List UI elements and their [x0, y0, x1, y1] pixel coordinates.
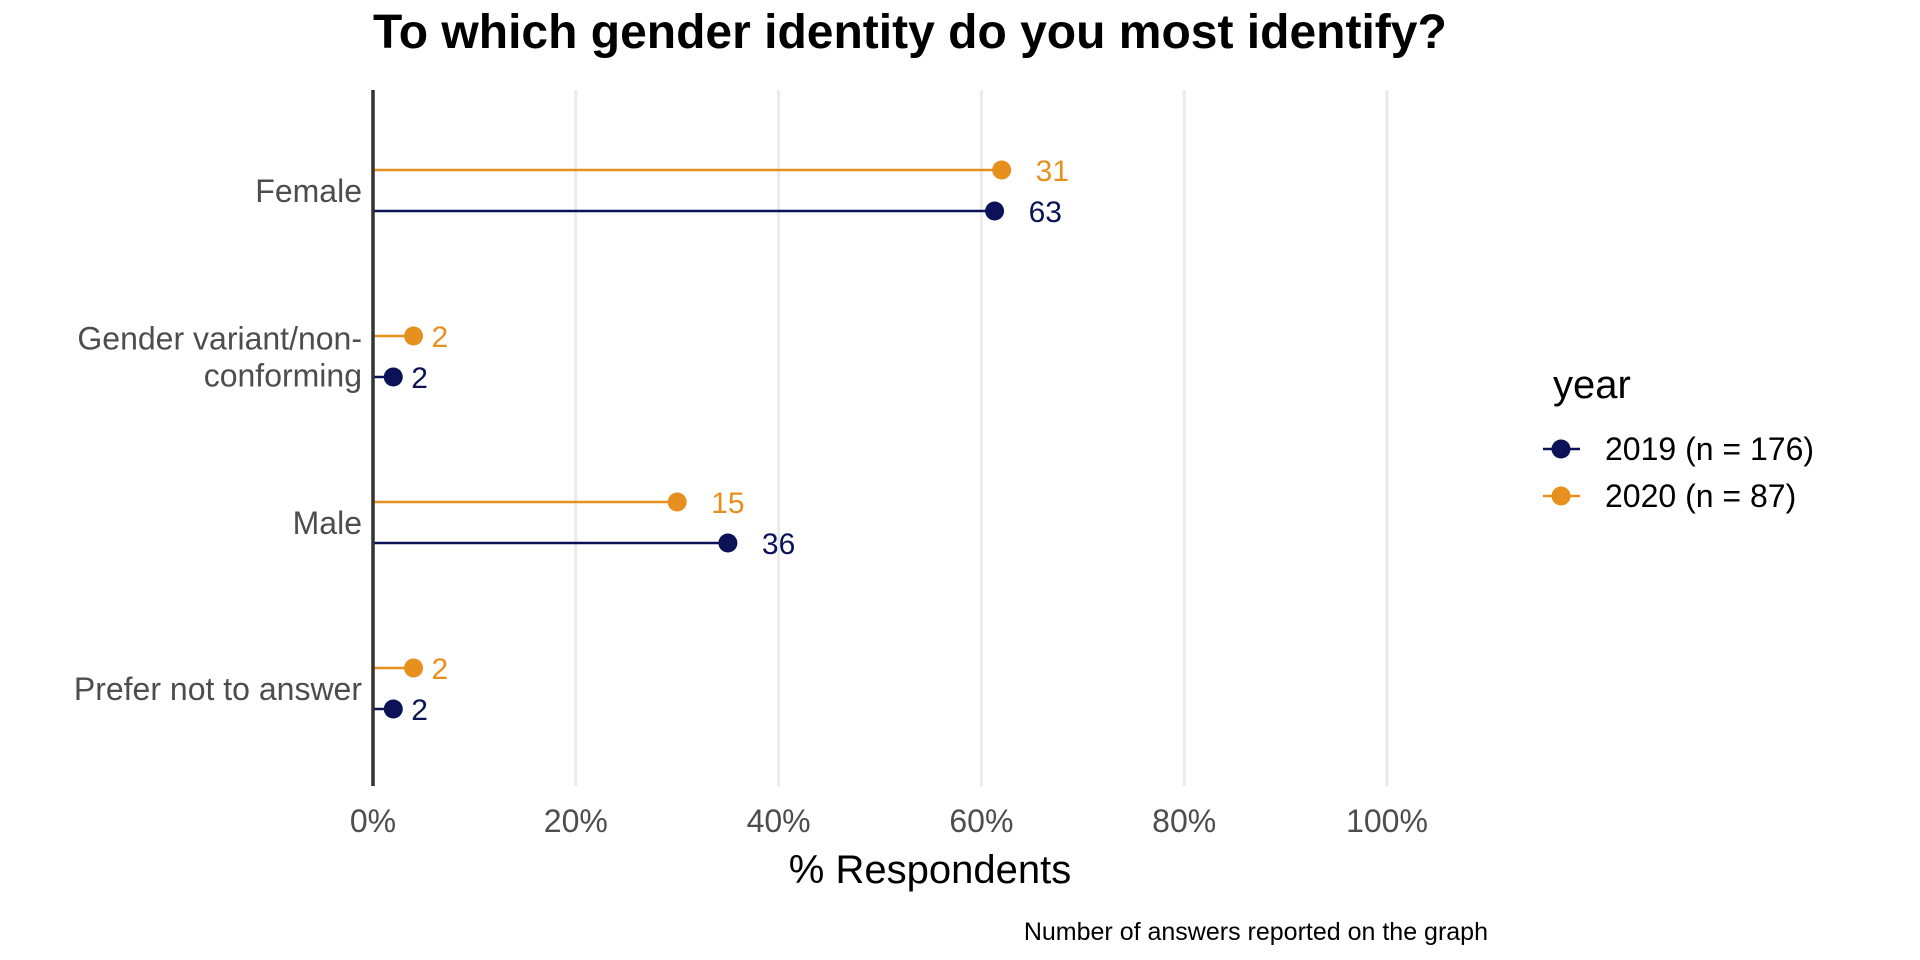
data-label: 15	[711, 487, 744, 520]
data-label: 31	[1036, 155, 1069, 188]
x-tick-label: 20%	[544, 803, 608, 839]
category-label: Male	[293, 505, 362, 541]
x-axis-title: % Respondents	[789, 848, 1071, 892]
lollipop-point	[404, 658, 424, 678]
lollipop-point	[718, 533, 738, 553]
data-label: 2	[432, 653, 449, 686]
category-label: Prefer not to answer	[74, 671, 362, 707]
lollipop-point	[985, 201, 1005, 221]
data-label: 36	[762, 528, 795, 561]
lollipop-point	[404, 326, 424, 346]
x-tick-label: 100%	[1346, 803, 1428, 839]
x-tick-label: 40%	[747, 803, 811, 839]
x-axis-ticks: 0% 20% 40% 60% 80% 100%	[350, 803, 1428, 839]
data-label: 2	[432, 321, 449, 354]
chart-title: To which gender identity do you most ide…	[373, 6, 1447, 59]
data-label: 63	[1029, 196, 1062, 229]
legend-label: 2019 (n = 176)	[1605, 431, 1814, 467]
legend-items: 2019 (n = 176) 2020 (n = 87)	[1543, 431, 1814, 514]
legend-key-point	[1551, 439, 1571, 459]
lollipop-point	[992, 160, 1012, 180]
category-labels: Female Gender variant/non-conforming Male P…	[74, 173, 362, 707]
chart-marks: 63 2 36 2 31 2 15 2	[373, 155, 1069, 727]
category-label: Female	[255, 173, 362, 209]
x-tick-label: 80%	[1152, 803, 1216, 839]
data-label: 2	[411, 362, 428, 395]
legend: year 2019 (n = 176) 2020 (n = 87)	[1543, 363, 1814, 514]
legend-title: year	[1553, 363, 1631, 407]
data-label: 2	[411, 694, 428, 727]
x-tick-label: 0%	[350, 803, 396, 839]
category-label: Gender variant/non-	[77, 321, 362, 357]
lollipop-point	[383, 367, 403, 387]
lollipop-point	[667, 492, 687, 512]
chart-caption: Number of answers reported on the graph	[1024, 918, 1488, 946]
grid-lines	[574, 90, 1389, 786]
x-tick-label: 60%	[949, 803, 1013, 839]
category-label: conforming	[204, 358, 362, 394]
legend-label: 2020 (n = 87)	[1605, 478, 1796, 514]
lollipop-point	[383, 699, 403, 719]
legend-key-point	[1551, 486, 1571, 506]
